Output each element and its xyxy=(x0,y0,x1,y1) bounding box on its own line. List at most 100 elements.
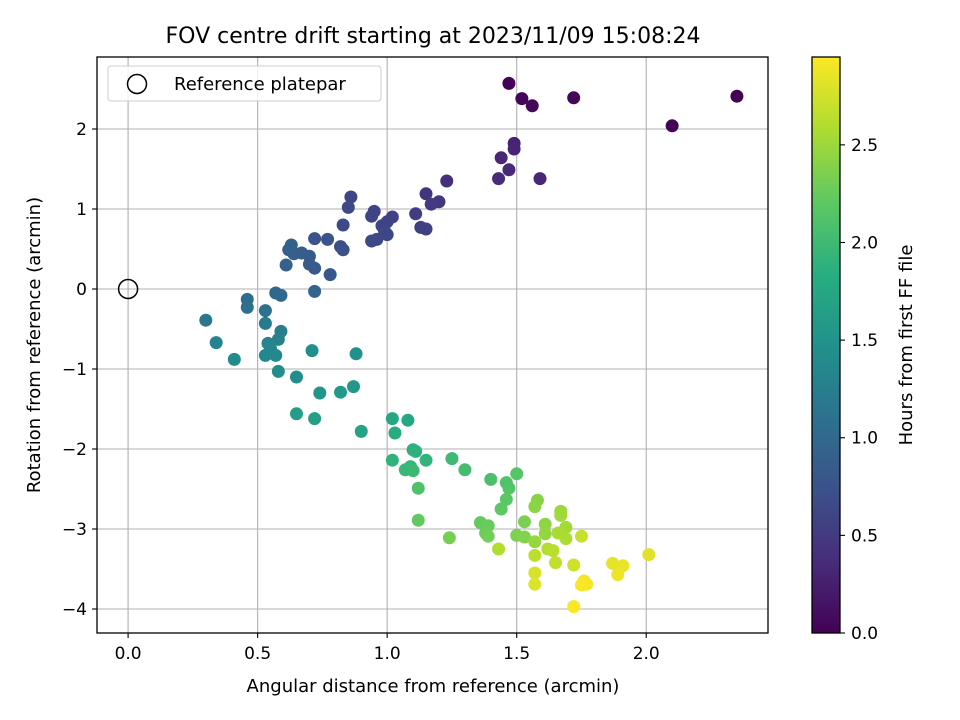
data-point xyxy=(240,300,254,314)
data-point xyxy=(336,243,350,257)
x-axis: 0.0 0.5 1.0 1.5 2.0 xyxy=(115,633,660,664)
data-point xyxy=(549,556,563,570)
data-point xyxy=(481,529,495,543)
data-point xyxy=(502,481,516,495)
data-point xyxy=(502,163,516,177)
data-point xyxy=(424,197,438,211)
data-point xyxy=(546,544,560,558)
x-tick-label: 1.0 xyxy=(374,644,401,664)
data-point xyxy=(517,515,531,529)
data-point xyxy=(284,238,298,252)
data-point xyxy=(321,232,335,246)
y-tick-label: −1 xyxy=(62,360,87,380)
grid-lines xyxy=(97,57,768,633)
data-point xyxy=(279,258,293,272)
colorbar-tick-label: 2.0 xyxy=(851,233,878,253)
data-point xyxy=(528,535,542,549)
data-point xyxy=(341,200,355,214)
data-point xyxy=(411,513,425,527)
data-point xyxy=(554,508,568,522)
data-point xyxy=(334,385,348,399)
data-point xyxy=(538,517,552,531)
data-point xyxy=(406,464,420,478)
data-point xyxy=(574,578,588,592)
data-point xyxy=(365,234,379,248)
y-axis: −4 −3 −2 −1 0 1 2 xyxy=(62,120,97,620)
data-point xyxy=(510,467,524,481)
data-point xyxy=(227,352,241,366)
y-tick-label: 1 xyxy=(76,200,87,220)
y-tick-label: −2 xyxy=(62,440,87,460)
colorbar-tick-label: 1.0 xyxy=(851,429,878,449)
data-point xyxy=(499,492,513,506)
y-tick-label: 0 xyxy=(76,280,87,300)
data-point xyxy=(274,288,288,302)
x-tick-label: 2.0 xyxy=(633,644,660,664)
chart-title: FOV centre drift starting at 2023/11/09 … xyxy=(166,24,701,49)
data-point xyxy=(209,336,223,350)
data-point xyxy=(528,548,542,562)
data-point xyxy=(517,530,531,544)
data-point xyxy=(271,364,285,378)
plot-frame xyxy=(96,56,769,634)
colorbar-tick-label: 2.5 xyxy=(851,136,878,156)
data-point xyxy=(289,407,303,421)
data-point xyxy=(344,190,358,204)
data-point xyxy=(445,452,459,466)
colorbar-tick-label: 0.5 xyxy=(851,526,878,546)
data-point xyxy=(308,412,322,426)
data-point xyxy=(440,174,454,188)
data-point xyxy=(492,172,506,186)
colorbar-tick-label: 0.0 xyxy=(851,624,878,644)
data-point xyxy=(458,463,472,477)
legend-box xyxy=(107,65,382,102)
data-point xyxy=(484,472,498,486)
data-point xyxy=(308,284,322,298)
data-point xyxy=(730,89,744,103)
data-point xyxy=(515,92,529,106)
reference-marker-layer xyxy=(117,278,139,300)
data-point xyxy=(258,304,272,318)
data-point xyxy=(533,172,547,186)
data-point xyxy=(380,228,394,242)
colorbar-frame xyxy=(811,56,841,634)
legend-label: Reference platepar xyxy=(174,74,346,95)
data-point xyxy=(199,313,213,327)
data-point xyxy=(365,209,379,223)
colorbar-gradient xyxy=(812,57,840,633)
data-point xyxy=(567,91,581,105)
data-point xyxy=(528,566,542,580)
data-point xyxy=(346,380,360,394)
data-point xyxy=(305,344,319,358)
data-point xyxy=(323,268,337,282)
data-point xyxy=(419,222,433,236)
data-point xyxy=(313,386,327,400)
data-point xyxy=(525,99,539,113)
legend: Reference platepar xyxy=(107,65,382,102)
legend-marker-icon xyxy=(126,73,148,95)
data-point xyxy=(538,527,552,541)
data-point xyxy=(665,119,679,133)
colorbar-tick-label: 1.5 xyxy=(851,331,878,351)
data-point xyxy=(528,577,542,591)
colorbar-ticks: 0.0 0.5 1.0 1.5 2.0 2.5 xyxy=(840,136,878,644)
data-point xyxy=(409,207,423,221)
data-point xyxy=(528,500,542,514)
data-point xyxy=(611,568,625,582)
data-point xyxy=(642,548,656,562)
data-point xyxy=(385,412,399,426)
data-point xyxy=(606,556,620,570)
data-point xyxy=(308,232,322,246)
y-tick-label: −4 xyxy=(62,600,87,620)
x-tick-label: 1.5 xyxy=(503,644,530,664)
data-point xyxy=(258,348,272,362)
data-point xyxy=(419,187,433,201)
points-layer xyxy=(199,76,744,614)
y-tick-label: −3 xyxy=(62,520,87,540)
data-point xyxy=(574,529,588,543)
data-point xyxy=(419,453,433,467)
y-axis-label: Rotation from reference (arcmin) xyxy=(24,197,45,493)
data-point xyxy=(269,348,283,362)
data-point xyxy=(494,502,508,516)
